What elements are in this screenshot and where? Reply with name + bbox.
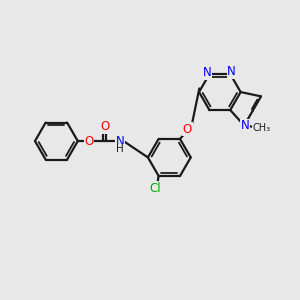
Text: O: O <box>84 135 94 148</box>
Text: O: O <box>183 123 192 136</box>
Text: O: O <box>100 120 109 133</box>
Text: N: N <box>116 135 124 148</box>
Text: CH₃: CH₃ <box>253 123 271 133</box>
Text: N: N <box>227 65 236 78</box>
Text: Cl: Cl <box>150 182 161 195</box>
Text: H: H <box>116 144 124 154</box>
Text: N: N <box>203 66 212 79</box>
Text: N: N <box>241 119 250 132</box>
